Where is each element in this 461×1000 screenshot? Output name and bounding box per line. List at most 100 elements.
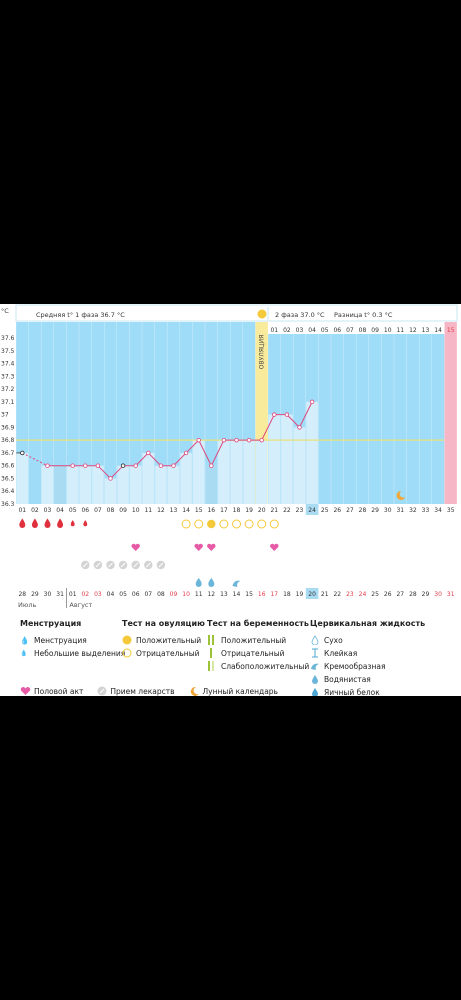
cycle-day-label: 15 <box>195 507 203 514</box>
cycle-day-label: 09 <box>119 507 127 514</box>
cervical-watery <box>208 578 215 587</box>
legend-cervical-title: Цервикальная жидкость <box>310 619 426 628</box>
date-label: 26 <box>384 591 392 598</box>
date-label: 28 <box>409 591 417 598</box>
date-label: 05 <box>119 591 127 598</box>
temperature-bar <box>142 452 155 504</box>
cycle-day-label: 01 <box>18 507 26 514</box>
date-label: 29 <box>31 591 39 598</box>
legend-cervical-creamy: Кремообразная <box>324 662 386 671</box>
legend-moon: Лунный календарь <box>202 686 278 696</box>
ovulation-test-negative <box>219 519 229 529</box>
cycle-day-label: 20 <box>258 507 266 514</box>
temperature-point <box>234 437 239 443</box>
pill-slash <box>158 562 164 568</box>
date-label: 14 <box>233 591 241 598</box>
cycle-day-label: 25 <box>321 507 329 514</box>
cycle-day-label: 08 <box>107 507 115 514</box>
post-ovulation-day: 06 <box>333 327 341 334</box>
date-label: 11 <box>195 591 203 598</box>
dry-icon <box>310 634 324 647</box>
heart-icon <box>20 686 31 696</box>
temperature-bar <box>41 465 54 504</box>
menstruation-drop <box>44 518 51 528</box>
legend-ovulation-title: Тест на овуляцию <box>122 619 205 628</box>
cycle-day-label: 21 <box>270 507 278 514</box>
legend-pills: Прием лекарств <box>110 686 175 696</box>
moon-icon <box>396 490 406 500</box>
menstruation-drop <box>57 518 64 528</box>
post-ovulation-day: 11 <box>396 327 404 334</box>
date-label: 21 <box>321 591 329 598</box>
post-ovulation-day: 07 <box>346 327 354 334</box>
legend-ov-negative: Отрицательный <box>136 649 200 658</box>
date-label: 30 <box>44 591 52 598</box>
legend-preg-negative: Отрицательный <box>221 649 285 658</box>
date-label: 22 <box>333 591 341 598</box>
temperature-bar <box>268 414 281 504</box>
cycle-day-label: 24 <box>308 507 316 514</box>
ovulation-test-negative <box>257 519 267 529</box>
y-tick-label: 37.3 <box>1 373 15 380</box>
date-label: 10 <box>182 591 190 598</box>
ovulation-label: ОВУЛЯЦИЯ <box>259 335 266 370</box>
temperature-point <box>196 437 201 443</box>
pill-slash <box>95 562 101 568</box>
temperature-bar <box>281 414 293 504</box>
temperature-bar <box>192 440 205 504</box>
header-box <box>15 304 458 322</box>
date-label: 18 <box>283 591 291 598</box>
date-label: 19 <box>296 591 304 598</box>
menstruation-drop <box>31 518 38 528</box>
date-label: 31 <box>56 591 64 598</box>
post-ovulation-day: 05 <box>321 327 329 334</box>
post-ovulation-day: 14 <box>434 327 442 334</box>
cycle-day-label: 28 <box>359 507 367 514</box>
date-label: 01 <box>69 591 77 598</box>
cycle-day-label: 18 <box>233 507 241 514</box>
intercourse-heart <box>131 543 140 551</box>
cycle-day-label: 03 <box>44 507 52 514</box>
date-label: 02 <box>81 591 89 598</box>
temperature-point <box>120 463 126 468</box>
y-tick-label: 37.6 <box>1 335 15 342</box>
date-label: 03 <box>94 591 102 598</box>
cycle-day-label: 29 <box>371 507 379 514</box>
pill-slash <box>82 562 88 568</box>
legend-cervical-watery: Водянистая <box>324 675 371 684</box>
bottom-legend: Половой акт Прием лекарств Лунный календ… <box>20 686 278 696</box>
temperature-difference: Разница t° 0.3 °C <box>334 311 393 319</box>
sun-icon <box>257 309 267 319</box>
cervical-creamy <box>232 580 241 587</box>
temperature-bar <box>104 478 117 504</box>
cervical-watery <box>195 578 202 587</box>
post-ovulation-day: 02 <box>283 327 291 334</box>
temperature-point <box>108 476 113 481</box>
ovulation-test-negative <box>181 519 191 529</box>
legend-cervical-dry: Сухо <box>324 636 343 645</box>
ovulation-test-negative <box>194 519 204 529</box>
ovulation-test-positive <box>207 519 216 529</box>
cycle-day-label: 05 <box>69 507 77 514</box>
temperature-point <box>272 412 277 417</box>
current-day-highlight <box>305 504 319 515</box>
watery-icon <box>310 674 324 686</box>
date-label: 17 <box>270 591 278 598</box>
last-day-column <box>444 322 457 504</box>
legend-ovulation-test: Тест на овуляцию Положительный Отрицател… <box>122 619 205 660</box>
small-drop-icon: 💧 <box>20 650 28 657</box>
intercourse-heart <box>270 543 279 551</box>
temperature-bar <box>180 452 192 504</box>
y-tick-label: 36.8 <box>1 437 15 444</box>
legend-pregnancy-title: Тест на беременность <box>207 619 309 628</box>
date-label: 30 <box>434 591 442 598</box>
date-label: 13 <box>220 591 228 598</box>
temperature-bar <box>117 465 129 504</box>
pill-slash <box>120 562 126 568</box>
cycle-day-label: 34 <box>434 507 442 514</box>
intercourse-heart <box>207 543 216 551</box>
ovulation-test-negative <box>269 519 279 529</box>
cycle-day-label: 12 <box>157 507 165 514</box>
temperature-line-dashed <box>22 452 48 467</box>
cycle-day-label: 11 <box>144 507 152 514</box>
